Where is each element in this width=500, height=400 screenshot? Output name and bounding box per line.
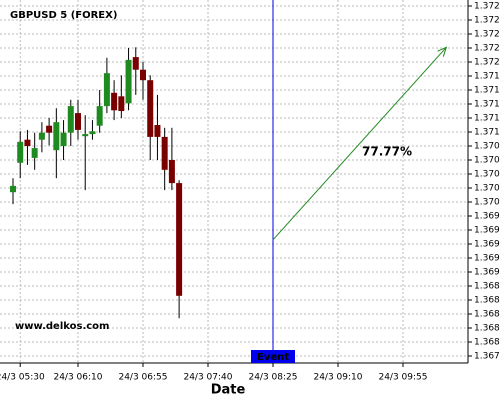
- candle-body: [17, 141, 24, 163]
- candle-body: [125, 59, 132, 104]
- x-tick-label: 24/3 06:10: [53, 373, 102, 383]
- candle-body: [89, 131, 96, 135]
- y-tick-label: 1.3685: [474, 310, 500, 320]
- y-tick-label: 1.3719: [474, 72, 500, 82]
- y-tick-label: 1.3729: [474, 2, 500, 12]
- candle-body: [60, 132, 67, 146]
- watermark: www.delkos.com: [15, 321, 109, 332]
- y-tick-label: 1.3717: [474, 86, 500, 96]
- arrow-label: 77.77%: [362, 145, 412, 159]
- y-tick-label: 1.3705: [474, 170, 500, 180]
- x-tick-label: 24/3 07:40: [183, 373, 232, 383]
- candle-body: [140, 69, 146, 81]
- candle-body: [67, 106, 74, 133]
- candle-body: [38, 132, 45, 140]
- y-tick-label: 1.3715: [474, 100, 500, 110]
- y-tick-label: 1.3727: [474, 16, 500, 26]
- x-tick-label: 24/3 09:10: [313, 373, 362, 383]
- x-tick-label: 24/3 08:25: [248, 373, 297, 383]
- y-tick-label: 1.3713: [474, 114, 500, 124]
- candle-body: [118, 96, 125, 111]
- candle-body: [24, 139, 31, 146]
- y-tick-label: 1.3707: [474, 156, 500, 166]
- candle-body: [161, 136, 168, 170]
- y-tick-label: 1.3683: [474, 324, 500, 334]
- chart-title: GBPUSD 5 (FOREX): [10, 10, 117, 21]
- candle-body: [103, 73, 110, 107]
- arrow: [272, 47, 446, 241]
- y-tick-label: 1.3679: [474, 352, 500, 362]
- event-box: [251, 350, 295, 363]
- y-tick-label: 1.3709: [474, 142, 500, 152]
- candle-body: [154, 125, 161, 137]
- x-tick-label: 24/3 06:55: [118, 373, 167, 383]
- x-tick-label: 24/3 05:30: [0, 373, 45, 383]
- candle-body: [53, 122, 60, 151]
- candle-body: [82, 134, 89, 137]
- candle-body: [31, 148, 38, 158]
- x-tick-label: 24/3 09:55: [378, 373, 427, 383]
- y-tick-label: 1.3687: [474, 296, 500, 306]
- candle-body: [10, 185, 16, 193]
- x-axis-title: Date: [211, 383, 246, 398]
- candle-body: [176, 183, 183, 296]
- candle-body: [132, 57, 139, 70]
- y-tick-label: 1.3697: [474, 226, 500, 236]
- y-tick-label: 1.3695: [474, 240, 500, 250]
- candle-body: [147, 80, 154, 137]
- candle-body: [75, 113, 81, 130]
- y-tick-label: 1.3689: [474, 282, 500, 292]
- event-label: Event: [257, 352, 289, 363]
- candle-body: [111, 92, 118, 111]
- candle-body: [168, 160, 175, 184]
- y-tick-label: 1.3693: [474, 254, 500, 264]
- y-tick-label: 1.3725: [474, 30, 500, 40]
- y-tick-label: 1.3703: [474, 184, 500, 194]
- y-tick-label: 1.3699: [474, 212, 500, 222]
- y-tick-label: 1.3723: [474, 44, 500, 54]
- candle-body: [46, 125, 53, 133]
- candle-body: [96, 106, 103, 126]
